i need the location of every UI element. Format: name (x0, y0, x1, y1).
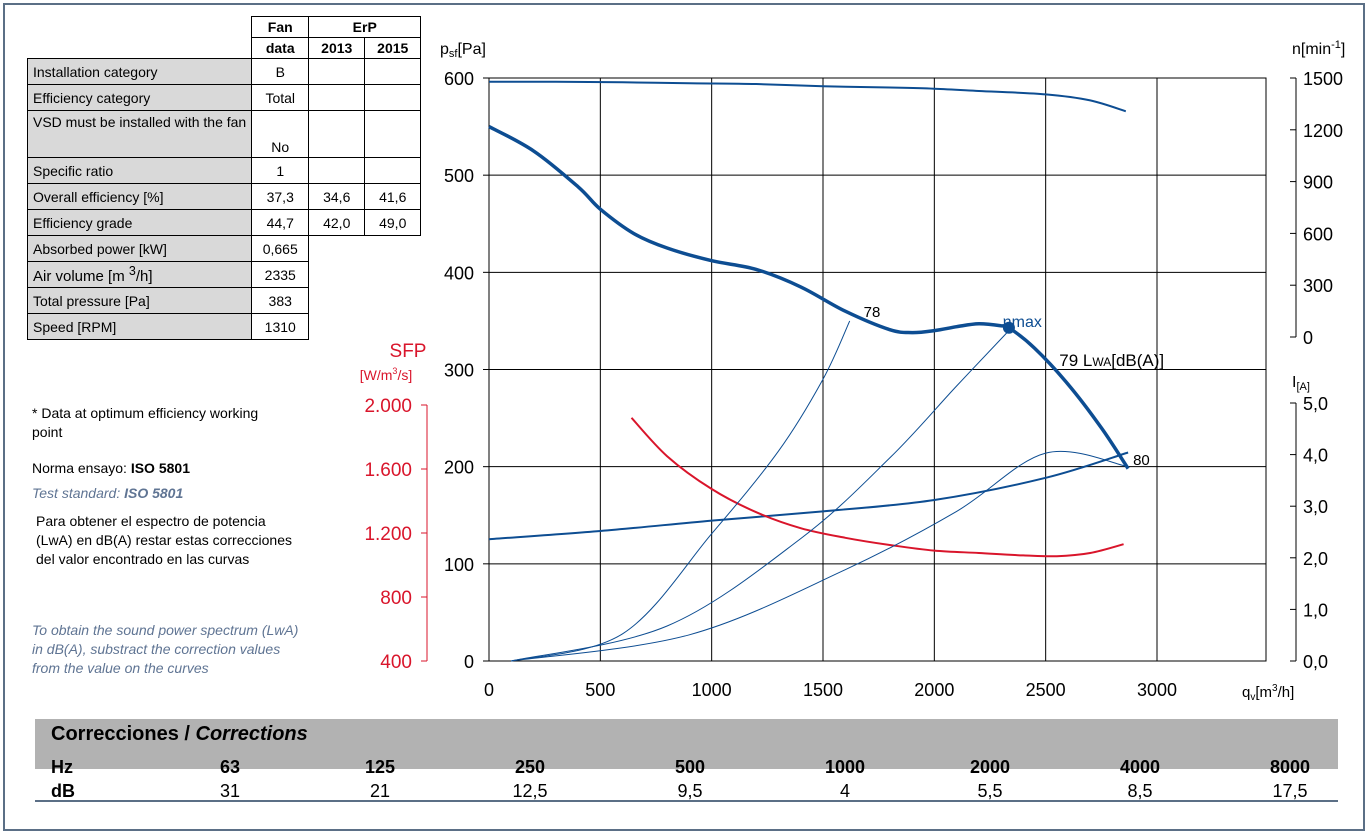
hz-row: Hz 63 125 250 500 1000 2000 4000 8000 (35, 757, 1338, 783)
row-erp-2015 (364, 110, 422, 158)
db-value: 31 (219, 781, 241, 801)
row-label: Overall efficiency [%] (26, 183, 253, 210)
bottom-rule (35, 800, 1338, 802)
db-value: 9,5 (677, 781, 703, 801)
row-value: B (251, 58, 310, 85)
row-value: 383 (251, 287, 310, 314)
row-value: 44,7 (251, 209, 310, 236)
fan-data-header-2: data (251, 37, 310, 59)
fan-data-table: Fan ErP data 2013 2015 Installation category B… (26, 16, 422, 340)
row-value: 37,3 (251, 183, 310, 210)
table-row: Total pressure [Pa] 383 (26, 287, 421, 314)
row-erp-2013 (308, 157, 366, 184)
spectrum-note-es: Para obtener el espectro de potencia (Lw… (36, 513, 292, 567)
row-blank (309, 262, 365, 288)
row-erp-2015 (364, 84, 422, 111)
table-row: Efficiency grade 44,7 42,0 49,0 (26, 209, 422, 236)
row-erp-2015: 49,0 (364, 209, 422, 236)
table-row: Absorbed power [kW] 0,665 (26, 235, 421, 262)
row-blank (365, 288, 421, 314)
corrections-band (35, 719, 1338, 769)
erp-2013-header: 2013 (308, 37, 366, 59)
table-row: VSD must be installed with the fan No (26, 110, 422, 158)
header-blank (28, 17, 252, 38)
row-erp-2013 (308, 84, 366, 111)
hz-value: 63 (219, 757, 241, 777)
row-blank (365, 314, 421, 340)
row-blank (365, 236, 421, 262)
row-label: Total pressure [Pa] (26, 287, 253, 314)
db-value: 5,5 (977, 781, 1003, 801)
db-value: 21 (369, 781, 391, 801)
row-erp-2015 (364, 58, 422, 85)
fan-data-header: Fan (251, 16, 310, 38)
row-value: No (251, 110, 310, 158)
table-row: Overall efficiency [%] 37,3 34,6 41,6 (26, 183, 422, 210)
table-row: Speed [RPM] 1310 (26, 313, 421, 340)
hz-value: 250 (514, 757, 546, 777)
erp-header: ErP (308, 16, 422, 38)
frame (3, 3, 1365, 831)
row-label: Speed [RPM] (26, 313, 253, 340)
row-erp-2015 (364, 157, 422, 184)
hz-value: 4000 (1119, 757, 1161, 777)
db-value: 8,5 (1127, 781, 1153, 801)
hz-value: 500 (674, 757, 706, 777)
db-value: 4 (839, 781, 850, 801)
row-label: Installation category (26, 58, 253, 85)
row-blank (309, 288, 365, 314)
hz-value: 125 (364, 757, 396, 777)
hz-value: 8000 (1269, 757, 1311, 777)
row-value: 1 (251, 157, 310, 184)
row-value: 0,665 (251, 235, 310, 262)
row-erp-2013: 34,6 (308, 183, 366, 210)
row-erp-2013 (308, 58, 366, 85)
header-blank (28, 38, 252, 59)
db-label: dB (51, 781, 75, 801)
table-row: Installation category B (26, 58, 422, 85)
row-label: Absorbed power [kW] (26, 235, 253, 262)
erp-2015-header: 2015 (364, 37, 422, 59)
hz-label: Hz (51, 757, 73, 777)
optimum-note: * Data at optimum efficiency working poi… (32, 405, 259, 440)
table-row: Air volume [m 3/h] 2335 (26, 261, 421, 288)
row-erp-2013 (308, 110, 366, 158)
table-row: Specific ratio 1 (26, 157, 422, 184)
hz-value: 2000 (969, 757, 1011, 777)
row-value: Total (251, 84, 310, 111)
table-row: Efficiency category Total (26, 84, 422, 111)
row-label: Efficiency category (26, 84, 253, 111)
row-label: Efficiency grade (26, 209, 253, 236)
db-value: 12,5 (512, 781, 548, 801)
test-standard: Test standard: ISO 5801 (32, 485, 184, 501)
row-label: Specific ratio (26, 157, 253, 184)
row-erp-2013: 42,0 (308, 209, 366, 236)
row-erp-2015: 41,6 (364, 183, 422, 210)
hz-value: 1000 (824, 757, 866, 777)
row-label: VSD must be installed with the fan (26, 110, 253, 158)
row-blank (309, 314, 365, 340)
spectrum-note-en: To obtain the sound power spectrum (LwA)… (32, 622, 299, 676)
norma-ensayo: Norma ensayo: ISO 5801 (32, 460, 190, 476)
corrections-table: Correcciones / Corrections Hz 63 125 250 50… (35, 719, 1338, 802)
row-value: 1310 (251, 313, 310, 340)
row-value: 2335 (251, 261, 310, 288)
row-blank (309, 236, 365, 262)
corrections-title: Correcciones / Corrections (51, 723, 308, 745)
row-label: Air volume [m 3/h] (26, 261, 253, 288)
row-blank (365, 262, 421, 288)
db-row: dB 31 21 12,5 9,5 4 5,5 8,5 17,5 (35, 781, 1338, 807)
db-value: 17,5 (1272, 781, 1308, 801)
